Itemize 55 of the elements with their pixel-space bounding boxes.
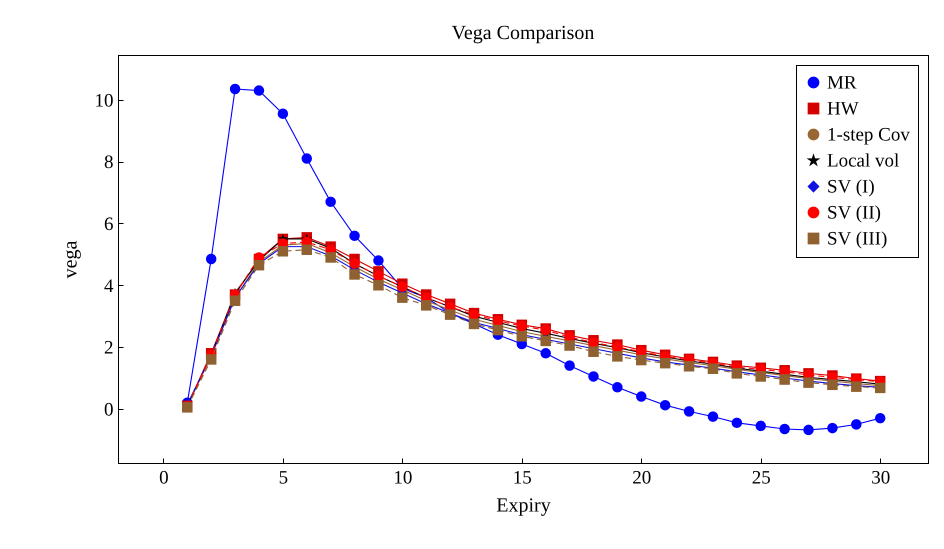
point bbox=[564, 360, 575, 371]
point bbox=[660, 400, 670, 410]
point bbox=[206, 254, 216, 264]
point bbox=[349, 269, 360, 280]
point bbox=[684, 406, 694, 417]
point bbox=[636, 391, 647, 402]
x-tick-label: 25 bbox=[752, 468, 771, 488]
point bbox=[302, 153, 312, 164]
x-tick-label: 30 bbox=[871, 468, 890, 488]
x-tick-label: 5 bbox=[278, 468, 288, 488]
legend-label: SV (II) bbox=[827, 202, 882, 224]
y-tick-label: 4 bbox=[104, 276, 114, 297]
point bbox=[612, 351, 623, 362]
point bbox=[206, 354, 216, 365]
y-tick-label: 8 bbox=[104, 152, 114, 174]
point bbox=[325, 196, 336, 208]
point bbox=[230, 84, 240, 94]
point bbox=[349, 230, 360, 242]
point bbox=[756, 420, 766, 432]
point bbox=[397, 292, 408, 303]
x-axis-title: Expiry bbox=[496, 494, 551, 516]
point bbox=[779, 424, 790, 434]
legend-label: MR bbox=[827, 72, 857, 94]
point bbox=[302, 244, 312, 255]
x-tick-label: 15 bbox=[512, 468, 532, 488]
point bbox=[278, 108, 288, 119]
point bbox=[278, 246, 288, 257]
point bbox=[851, 419, 862, 430]
point bbox=[612, 382, 623, 393]
y-tick-label: 0 bbox=[104, 399, 114, 420]
legend-label: HW bbox=[827, 98, 859, 120]
point bbox=[708, 411, 718, 422]
point bbox=[827, 422, 838, 434]
y-tick-label: 6 bbox=[104, 214, 114, 235]
y-axis-title: vega bbox=[60, 240, 82, 278]
y-tick-label: 10 bbox=[94, 90, 114, 112]
x-tick-label: 0 bbox=[159, 468, 169, 488]
point bbox=[254, 85, 264, 96]
point bbox=[874, 412, 886, 424]
legend-label: Local vol bbox=[827, 150, 900, 172]
point bbox=[230, 295, 240, 306]
point bbox=[373, 280, 384, 291]
chart-title: Vega Comparison bbox=[452, 22, 594, 44]
x-tick-label: 20 bbox=[632, 468, 652, 488]
point bbox=[373, 255, 384, 266]
point bbox=[540, 348, 551, 359]
legend-label: SV (III) bbox=[827, 228, 888, 250]
point bbox=[732, 418, 742, 428]
point bbox=[803, 424, 814, 436]
y-tick-label: 2 bbox=[104, 338, 114, 359]
legend-label: SV (I) bbox=[827, 176, 875, 198]
x-tick-label: 10 bbox=[393, 468, 412, 488]
point bbox=[588, 346, 599, 357]
legend-label: 1-step Cov bbox=[827, 124, 910, 146]
point bbox=[588, 371, 599, 382]
